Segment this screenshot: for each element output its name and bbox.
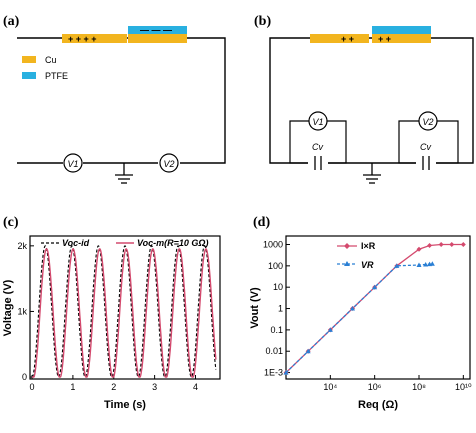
ground-icon xyxy=(363,163,381,184)
cu-electrode-right-a xyxy=(128,34,187,43)
point-vr xyxy=(416,262,422,267)
voltmeter-2-a xyxy=(159,153,179,173)
point-ixr xyxy=(416,246,422,252)
panel-a: (a) + + + + — — — Cu PTFE V1 V2 xyxy=(3,14,226,184)
voltmeter-1-label-b: V1 xyxy=(312,117,323,127)
legend-label-voc-m: Voc-m(R=10 GΩ) xyxy=(137,238,208,248)
y-tick-label-c: 0 xyxy=(22,372,27,382)
x-tick-label-c: 4 xyxy=(193,382,198,392)
point-vr xyxy=(327,327,333,332)
point-vr xyxy=(372,284,378,290)
legend-c: Voc-id Voc-m(R=10 GΩ) xyxy=(41,238,208,248)
point-ixr xyxy=(460,241,466,247)
charges-left-a: + + + + xyxy=(68,34,97,44)
capacitor-1-icon xyxy=(308,156,328,170)
y-tick-label-d: 10 xyxy=(273,282,283,292)
panel-d-label: (d) xyxy=(253,215,270,230)
series-d xyxy=(283,241,466,376)
legend-label-ixr: I×R xyxy=(361,241,376,251)
series-vr-line xyxy=(285,263,433,374)
x-axis-label-c: Time (s) xyxy=(104,399,146,411)
capacitor-2-label: Cv xyxy=(420,142,431,152)
panel-b: (b) + + + + V1 Cv V2 Cv xyxy=(254,14,474,184)
plot-frame-c xyxy=(29,235,221,380)
voltmeter-2-label-b: V2 xyxy=(422,117,433,127)
x-tick-label-c: 1 xyxy=(70,382,75,392)
voltmeter-1-label-a: V1 xyxy=(67,159,78,169)
point-vr xyxy=(394,263,400,268)
x-tick-label-c: 3 xyxy=(152,382,157,392)
panel-b-label: (b) xyxy=(254,14,271,29)
ptfe-layer-a xyxy=(128,26,187,34)
legend-marker-ixr xyxy=(344,243,350,249)
voltmeter-2-label-a: V2 xyxy=(163,159,174,169)
x-tick-label-d: 10¹⁰ xyxy=(455,382,472,392)
legend-label-vr: VR xyxy=(361,260,374,270)
x-axis-label-d: Req (Ω) xyxy=(358,399,398,411)
panel-c: (c) 0 1 2 3 4 0 1k 2k Voc-id Voc-m(R=10 GΩ) Tim… xyxy=(2,215,221,411)
legend-d: I×R VR xyxy=(337,241,376,270)
series-c xyxy=(31,245,217,378)
y-tick-label-d: 1E-3 xyxy=(264,368,283,378)
x-tick-label-d: 10⁴ xyxy=(323,382,337,392)
panel-d: (d) 10⁴ 10⁶ 10⁸ 10¹⁰ 1E-3 0.01 0.1 1 10 100 1000 I… xyxy=(249,215,472,411)
ticks-d: 10⁴ 10⁶ 10⁸ 10¹⁰ 1E-3 0.01 0.1 1 10 100 1000 xyxy=(263,239,472,392)
y-axis-label-c: Voltage (V) xyxy=(2,279,14,336)
charges-right-b: + + xyxy=(378,34,391,44)
cu-electrode-left-b xyxy=(310,34,369,43)
point-ixr xyxy=(438,241,444,247)
legend-label-cu: Cu xyxy=(45,55,57,65)
y-tick-label-d: 0.01 xyxy=(265,346,283,356)
ptfe-layer-b xyxy=(372,26,431,34)
y-tick-label-d: 1000 xyxy=(263,239,283,249)
voltmeter-1-a xyxy=(63,153,83,173)
legend-swatch-ptfe xyxy=(22,72,36,79)
point-ixr xyxy=(427,242,433,248)
voltmeter-2-b xyxy=(418,111,438,131)
x-tick-label-d: 10⁶ xyxy=(368,382,382,392)
ground-icon xyxy=(115,163,133,184)
x-tick-label-d: 10⁸ xyxy=(412,382,426,392)
cu-electrode-right-b xyxy=(372,34,431,43)
legend-label-voc-id: Voc-id xyxy=(62,238,90,248)
point-vr xyxy=(423,262,429,267)
point-vr xyxy=(305,348,311,354)
point-vr xyxy=(349,306,355,311)
series-voc-id-line xyxy=(31,245,217,378)
y-tick-label-d: 0.1 xyxy=(270,325,283,335)
y-tick-label-c: 2k xyxy=(17,241,27,251)
series-voc-m-line xyxy=(32,248,217,378)
ticks-c: 0 1 2 3 4 0 1k 2k xyxy=(17,241,198,392)
y-tick-label-c: 1k xyxy=(17,306,27,316)
legend-marker-vr xyxy=(344,261,350,266)
branch-right-b xyxy=(398,120,459,164)
point-vr xyxy=(429,261,435,266)
point-ixr xyxy=(449,241,455,247)
voltmeter-1-b xyxy=(308,111,328,131)
capacitor-2-icon xyxy=(416,156,436,170)
charges-left-b: + + xyxy=(341,34,354,44)
cu-electrode-left-a xyxy=(62,34,127,43)
x-tick-label-c: 0 xyxy=(30,382,35,392)
legend-swatch-cu xyxy=(22,56,36,63)
panel-a-label: (a) xyxy=(3,14,20,29)
charges-ptfe-a: — — — xyxy=(140,25,172,35)
panel-c-label: (c) xyxy=(3,215,19,230)
series-ixr-line xyxy=(285,243,464,374)
legend-label-ptfe: PTFE xyxy=(45,71,68,81)
capacitor-1-label: Cv xyxy=(312,142,323,152)
y-axis-label-d: Vout (V) xyxy=(249,287,261,329)
y-tick-label-d: 100 xyxy=(268,261,283,271)
point-vr xyxy=(283,370,289,375)
x-tick-label-c: 2 xyxy=(111,382,116,392)
plot-frame-d xyxy=(285,235,471,380)
circuit-wire-b xyxy=(269,37,474,164)
y-tick-label-d: 1 xyxy=(278,304,283,314)
